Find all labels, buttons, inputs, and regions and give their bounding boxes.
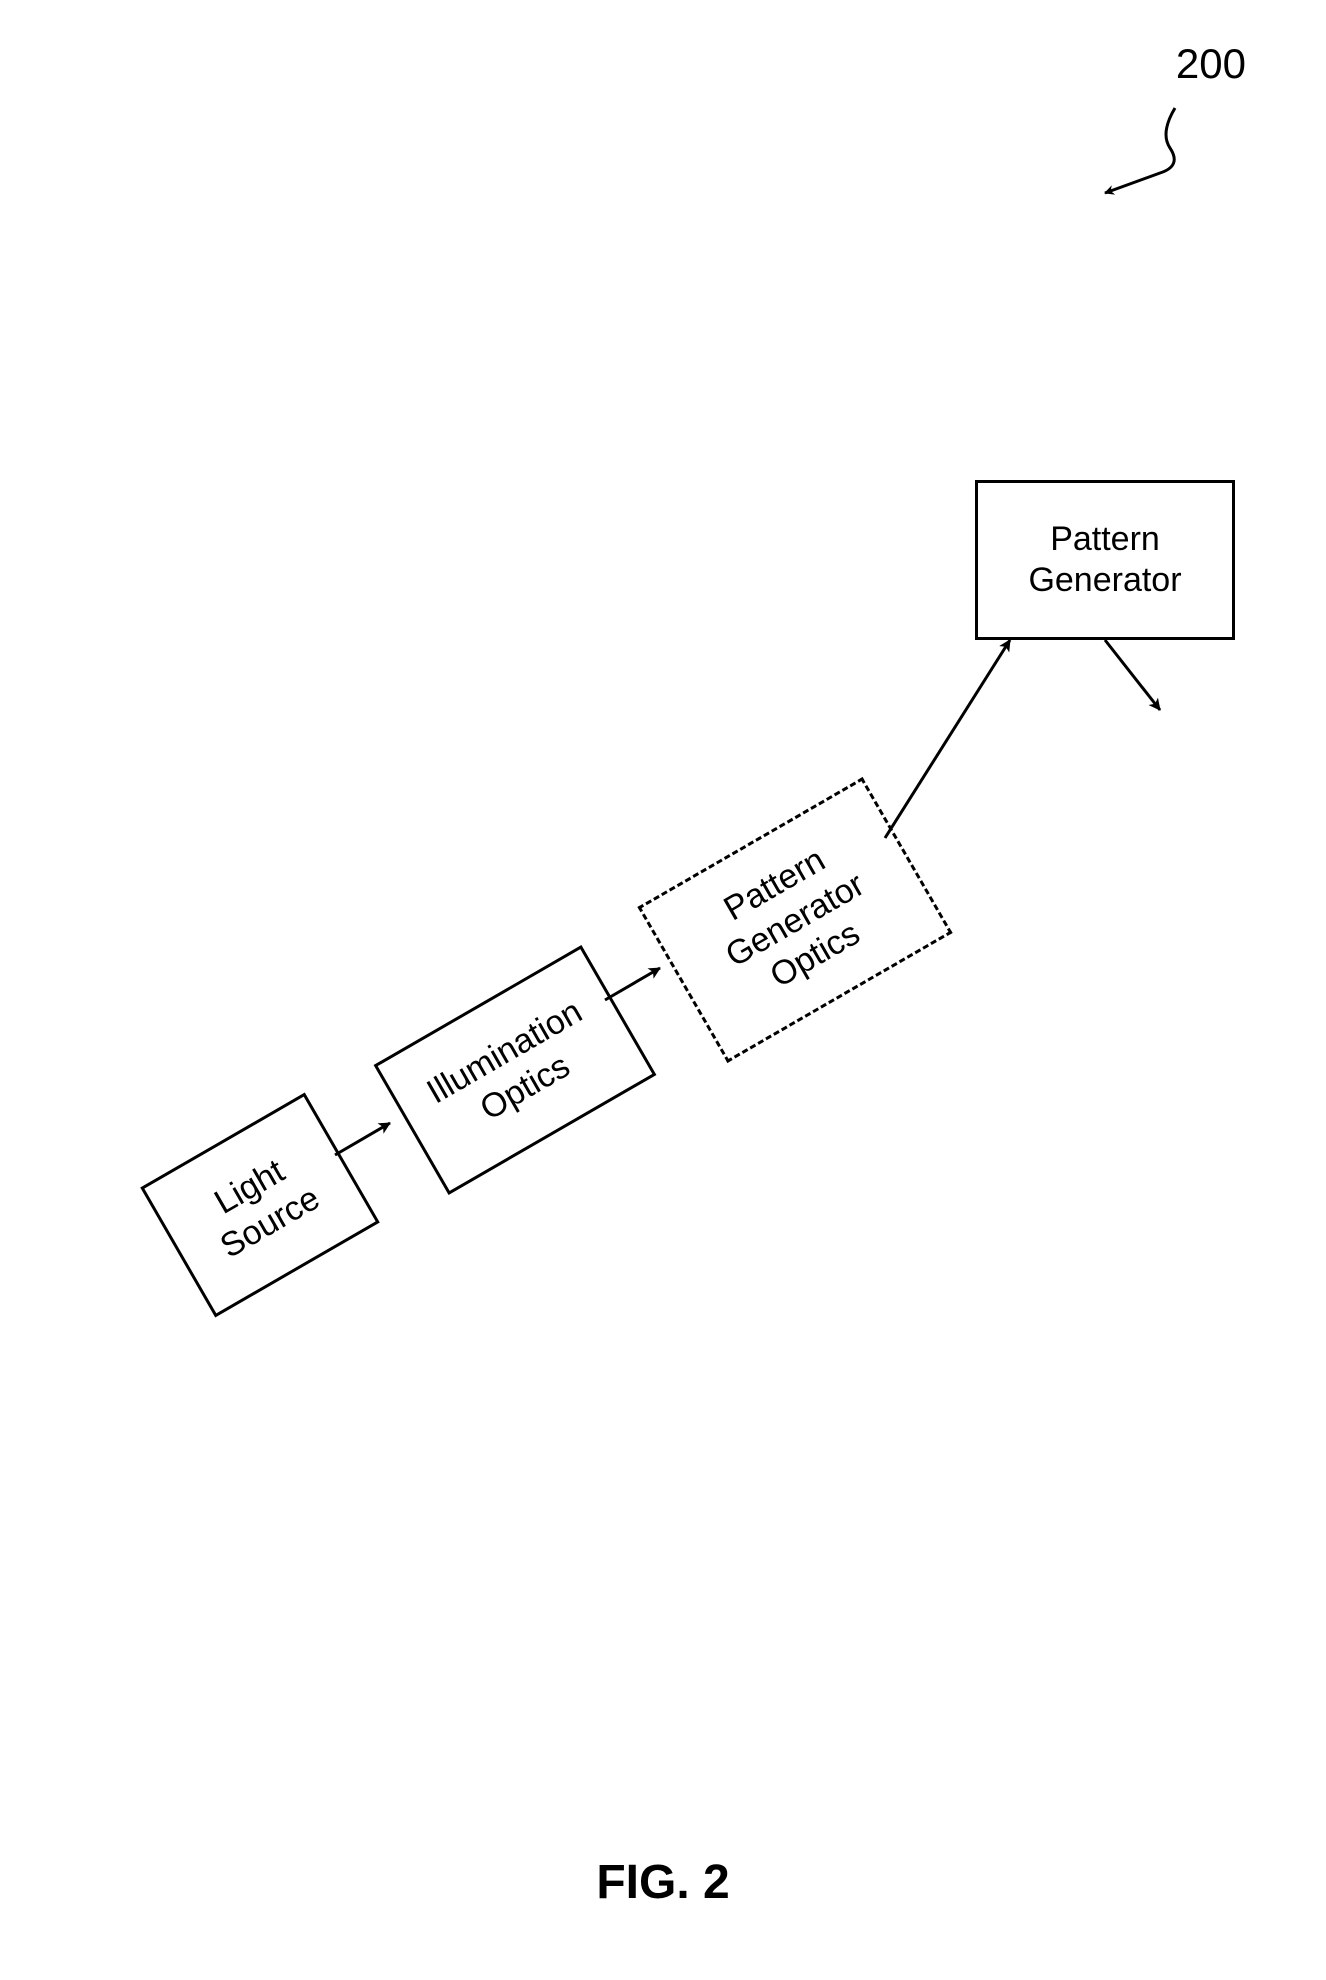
diagram-container: 200 LightSource IlluminationOptics Patte… — [0, 0, 1326, 1980]
reference-number: 200 — [1176, 40, 1246, 88]
node-illumination-optics: IlluminationOptics — [374, 945, 657, 1195]
node-label: LightSource — [193, 1143, 327, 1268]
node-label: PatternGeneratorOptics — [698, 829, 892, 1012]
ref-pointer-arrow — [0, 0, 1326, 1980]
edge-illum-to-pgo — [605, 968, 660, 1000]
node-label: PatternGenerator — [1028, 519, 1181, 601]
node-label: IlluminationOptics — [420, 992, 610, 1149]
edge-pg-output — [1105, 640, 1160, 710]
edge-pgo-to-pg — [885, 640, 1010, 838]
node-pattern-generator-optics: PatternGeneratorOptics — [637, 777, 952, 1063]
edge-light-to-illum — [335, 1123, 390, 1155]
node-light-source: LightSource — [140, 1093, 380, 1318]
edges-overlay — [0, 0, 1326, 1980]
node-pattern-generator: PatternGenerator — [975, 480, 1235, 640]
figure-caption: FIG. 2 — [596, 1855, 729, 1910]
